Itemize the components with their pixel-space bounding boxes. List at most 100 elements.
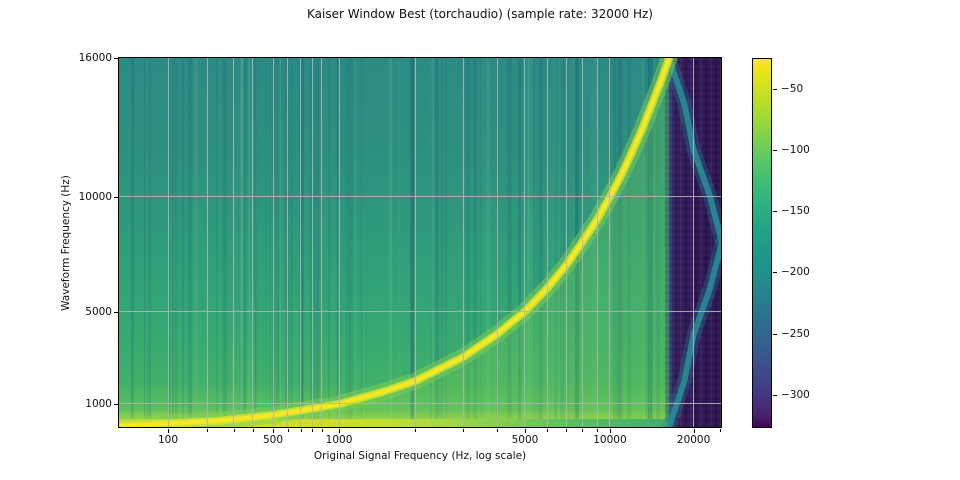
gridline bbox=[206, 58, 208, 428]
noise-streak bbox=[272, 58, 275, 428]
x-minor-tick bbox=[497, 429, 499, 432]
noise-streak bbox=[361, 58, 362, 428]
noise-streak bbox=[648, 58, 652, 428]
gridline bbox=[233, 58, 235, 428]
plot-area bbox=[119, 58, 722, 428]
gridlines bbox=[119, 58, 722, 428]
x-minor-tick bbox=[321, 429, 323, 432]
noise-streak bbox=[182, 58, 184, 428]
x-tick-label: 20000 bbox=[676, 434, 711, 446]
noise-streak bbox=[248, 58, 250, 428]
gridline bbox=[321, 58, 323, 428]
noise-streak bbox=[616, 58, 619, 428]
noise-streak bbox=[560, 58, 564, 428]
noise-streak bbox=[518, 58, 521, 428]
noise-streak bbox=[554, 58, 557, 428]
x-minor-tick bbox=[566, 429, 567, 432]
colorbar bbox=[752, 58, 772, 428]
noise-streak bbox=[445, 58, 447, 428]
y-tick-label: 10000 bbox=[78, 190, 112, 203]
x-minor-tick bbox=[233, 429, 235, 432]
noise-streak bbox=[242, 58, 246, 428]
gridline bbox=[414, 58, 416, 428]
x-minor-tick bbox=[719, 429, 721, 432]
noise-streak bbox=[389, 58, 392, 428]
noise-streak bbox=[480, 58, 483, 428]
noise-streak bbox=[223, 58, 227, 428]
gridline bbox=[119, 311, 722, 313]
x-major-tick bbox=[168, 429, 170, 433]
colorbar-tick-label: −200 bbox=[781, 266, 810, 279]
noise-streak bbox=[337, 58, 338, 428]
x-minor-tick bbox=[547, 429, 548, 432]
noise-streak bbox=[148, 58, 151, 428]
noise-streak bbox=[398, 58, 401, 428]
noise-streak bbox=[353, 58, 354, 428]
noise-streak bbox=[430, 58, 433, 428]
noise-streak bbox=[218, 58, 220, 428]
y-tick-label: 1000 bbox=[85, 397, 112, 410]
noise-streak bbox=[279, 58, 281, 428]
colorbar-tick-label: −300 bbox=[781, 388, 810, 401]
x-major-tick bbox=[609, 429, 611, 433]
x-tick-label: 500 bbox=[262, 434, 284, 446]
colorbar-tick bbox=[773, 272, 777, 274]
noise-streak bbox=[194, 58, 197, 428]
gridline bbox=[300, 58, 302, 428]
x-minor-tick bbox=[597, 429, 599, 432]
noise-streak bbox=[508, 58, 511, 428]
gridline bbox=[252, 58, 254, 428]
noise-streak bbox=[216, 58, 219, 428]
noise-streak bbox=[642, 58, 645, 428]
y-major-tick bbox=[114, 196, 118, 198]
noise-streak bbox=[553, 58, 557, 428]
x-tick-label: 100 bbox=[157, 434, 179, 446]
gridline bbox=[496, 58, 498, 428]
colorbar-tick-label: −150 bbox=[781, 205, 810, 218]
noise-streak bbox=[473, 58, 477, 428]
noise-streak bbox=[146, 58, 149, 428]
noise-streak bbox=[314, 58, 318, 428]
noise-streak bbox=[430, 58, 432, 428]
noise-streak bbox=[486, 58, 490, 428]
colorbar-tick bbox=[773, 394, 777, 396]
gridline bbox=[524, 58, 526, 428]
y-major-tick bbox=[114, 58, 118, 59]
y-tick-label: 16000 bbox=[78, 52, 112, 64]
gridline bbox=[119, 196, 722, 198]
gridline bbox=[119, 403, 722, 405]
noise-streak bbox=[240, 58, 243, 428]
x-minor-tick bbox=[312, 429, 314, 432]
gridline bbox=[693, 58, 695, 428]
noise-streak bbox=[266, 58, 267, 428]
gridline bbox=[311, 58, 313, 428]
gridline bbox=[596, 58, 598, 428]
noise-streak bbox=[559, 58, 563, 428]
noise-streak bbox=[410, 58, 414, 428]
noise-streak bbox=[255, 58, 256, 428]
x-minor-tick bbox=[252, 429, 254, 432]
noise-streak bbox=[628, 58, 632, 428]
noise-streak bbox=[301, 58, 303, 428]
x-major-tick bbox=[339, 429, 341, 433]
noise-streak bbox=[595, 58, 596, 428]
noise-streak bbox=[172, 58, 174, 428]
y-major-tick bbox=[114, 311, 118, 313]
gridline bbox=[272, 58, 274, 428]
noise-streak bbox=[317, 58, 320, 428]
gridline bbox=[565, 58, 567, 428]
noise-streak bbox=[533, 58, 538, 428]
noise-streak bbox=[146, 58, 148, 428]
noise-streak bbox=[239, 58, 242, 428]
noise-streak bbox=[648, 58, 652, 428]
noise-streak bbox=[188, 58, 192, 428]
noise-streak bbox=[439, 58, 441, 428]
noise-streak bbox=[345, 58, 350, 428]
colorbar-tick bbox=[773, 211, 777, 213]
colorbar-tick bbox=[773, 150, 777, 152]
x-axis-label: Original Signal Frequency (Hz, log scale… bbox=[313, 450, 527, 462]
noise-streak bbox=[355, 58, 356, 428]
noise-streak bbox=[528, 58, 530, 428]
gridline bbox=[287, 58, 289, 428]
noise-streak bbox=[269, 58, 271, 428]
